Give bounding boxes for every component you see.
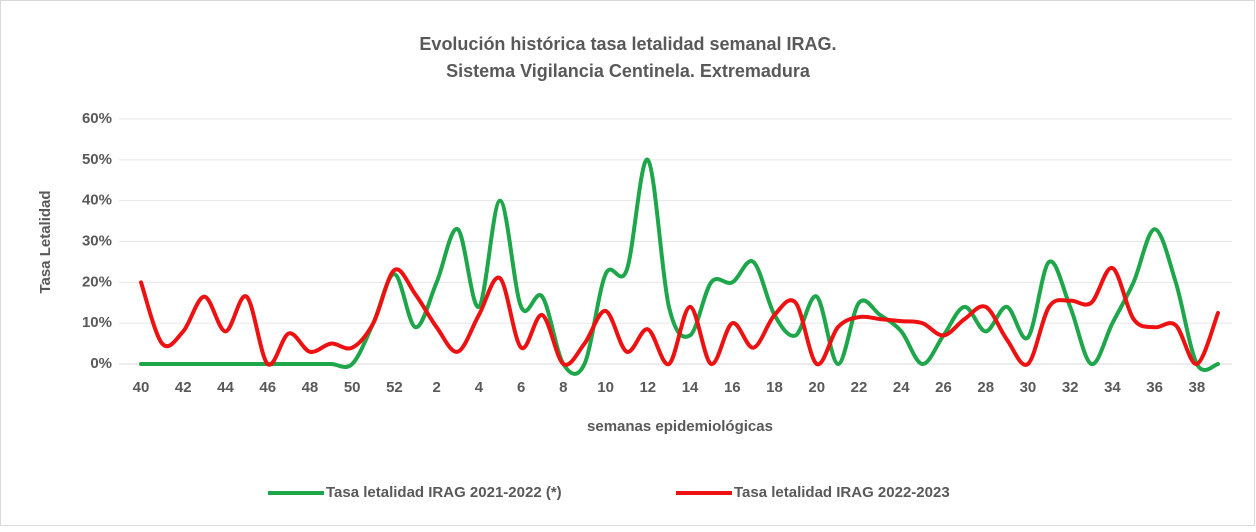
x-tick-label: 52: [386, 379, 403, 396]
y-tick-label: 60%: [82, 110, 112, 127]
x-tick-label: 4: [475, 379, 484, 396]
x-tick-label: 22: [851, 379, 868, 396]
line-series: [139, 157, 1220, 376]
x-tick-label: 24: [893, 379, 910, 396]
x-tick-label: 48: [302, 379, 319, 396]
y-tick-label: 50%: [82, 151, 112, 168]
x-axis-title: semanas epidemiológicas: [587, 418, 773, 435]
x-tick-label: 28: [977, 379, 994, 396]
x-tick-label: 2: [432, 379, 440, 396]
line-series: [139, 266, 1220, 367]
y-tick-label: 40%: [82, 192, 112, 209]
x-tick-label: 34: [1104, 379, 1121, 396]
x-tick-label: 10: [597, 379, 614, 396]
legend-label: Tasa letalidad IRAG 2022-2023: [734, 484, 950, 501]
x-tick-label: 12: [639, 379, 656, 396]
y-axis-title: Tasa Letalidad: [37, 190, 54, 293]
x-tick-label: 6: [517, 379, 525, 396]
x-tick-label: 26: [935, 379, 952, 396]
x-tick-label: 32: [1062, 379, 1079, 396]
x-tick-label: 20: [808, 379, 825, 396]
y-tick-label: 20%: [82, 273, 112, 290]
x-tick-label: 16: [724, 379, 741, 396]
x-tick-label: 44: [217, 379, 234, 396]
x-tick-label: 46: [259, 379, 276, 396]
chart-subtitle: Sistema Vigilancia Centinela. Extremadur…: [446, 61, 811, 81]
x-tick-label: 50: [344, 379, 361, 396]
x-tick-label: 8: [559, 379, 567, 396]
y-tick-label: 0%: [90, 355, 112, 372]
x-tick-label: 40: [133, 379, 150, 396]
x-tick-label: 42: [175, 379, 192, 396]
x-tick-label: 18: [766, 379, 783, 396]
chart-title: Evolución histórica tasa letalidad seman…: [419, 34, 836, 54]
x-tick-label: 30: [1020, 379, 1037, 396]
legend-label: Tasa letalidad IRAG 2021-2022 (*): [326, 484, 562, 501]
x-tick-label: 36: [1146, 379, 1163, 396]
y-tick-label: 10%: [82, 314, 112, 331]
x-tick-label: 38: [1189, 379, 1206, 396]
x-tick-label: 14: [682, 379, 699, 396]
y-tick-label: 30%: [82, 232, 112, 249]
